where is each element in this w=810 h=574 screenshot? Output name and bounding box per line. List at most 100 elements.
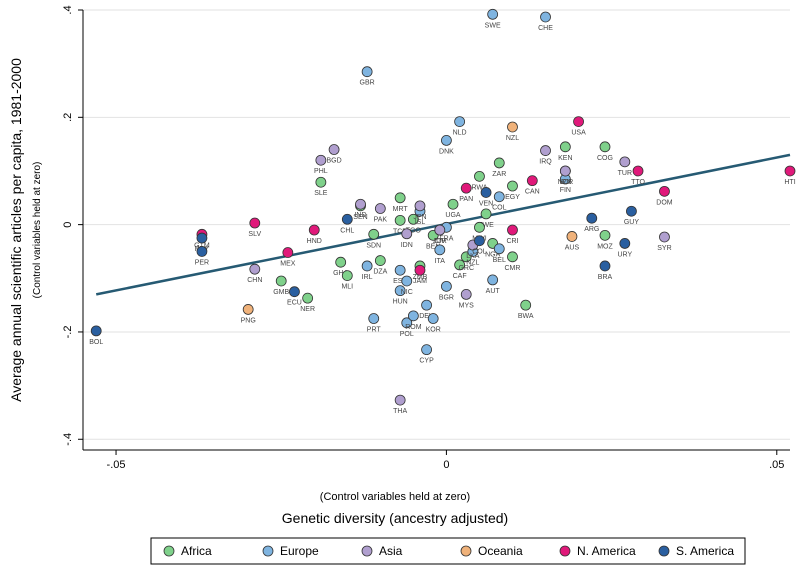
point-usa — [573, 116, 584, 128]
point-swe — [487, 8, 499, 20]
point-label-dom: DOM — [656, 199, 673, 206]
point-label-tcd: TCD — [393, 228, 407, 235]
point-gha — [335, 256, 347, 268]
point-label-hun: HUN — [393, 299, 408, 306]
point-label-gmb: GMB — [273, 289, 289, 296]
point-label-slv: SLV — [248, 231, 261, 238]
point-cyp — [421, 344, 432, 356]
point-label-cog: COG — [597, 155, 613, 162]
point-col — [493, 191, 505, 203]
point-label-bwa: BWA — [518, 313, 534, 320]
y-tick-label: -.2 — [62, 326, 74, 339]
point-label-idn: IDN — [401, 242, 413, 249]
point-label-pak: PAK — [374, 217, 388, 224]
point-label-lka: LKA — [466, 253, 480, 260]
y-axis-note: (Control variables held at zero) — [32, 162, 43, 299]
point-label-mrt: MRT — [393, 206, 409, 213]
point-hti — [784, 165, 796, 177]
point-label-ven: VEN — [479, 200, 493, 207]
point-label-sdn: SDN — [366, 242, 381, 249]
point-pry — [196, 232, 208, 244]
points-group: SLE SEN SDN MRT TCD GHA MLI DZA ZMB GMB NER BEN UGA Z… — [89, 8, 796, 415]
point-ury — [619, 238, 631, 249]
point-che — [540, 11, 551, 23]
legend-swatch-3 — [460, 545, 472, 557]
point-label-chn: CHN — [247, 277, 262, 284]
point-label-ind: IND — [354, 212, 366, 219]
point-prt — [368, 313, 380, 324]
point-label-per: PER — [195, 259, 209, 266]
point-label-bgr: BGR — [439, 294, 454, 301]
point-label-bgd: BGD — [326, 158, 341, 165]
point-label-tto: TTO — [631, 179, 645, 186]
point-caf — [454, 259, 466, 271]
point-label-phl: PHL — [314, 168, 328, 175]
point-label-mex: MEX — [280, 261, 296, 268]
point-label-cmr: CMR — [505, 265, 521, 272]
point-mex — [282, 247, 294, 258]
point-jor — [434, 224, 446, 236]
point-label-jam: JAM — [413, 278, 427, 285]
point-ner — [302, 292, 314, 304]
point-label-zwe: ZWE — [478, 222, 494, 229]
legend-label-3: Oceania — [478, 544, 523, 558]
point-label-isl: ISL — [415, 219, 426, 226]
y-tick-label: .4 — [62, 5, 74, 14]
point-rwa — [474, 170, 485, 182]
point-esp — [394, 264, 406, 276]
point-hnd — [308, 224, 320, 236]
point-label-tur: TUR — [618, 170, 632, 177]
point-nic — [401, 275, 413, 287]
legend-swatch-2 — [361, 545, 373, 557]
y-tick-label: .2 — [62, 113, 74, 122]
legend-swatch-5 — [658, 545, 670, 557]
point-label-deu: DEU — [419, 313, 434, 320]
point-idn — [401, 228, 413, 240]
point-can — [526, 175, 538, 187]
point-label-pan: PAN — [459, 196, 473, 203]
legend-label-4: N. America — [577, 544, 636, 558]
point-dnk — [441, 134, 452, 146]
point-label-nld: NLD — [453, 130, 467, 137]
point-bgr — [441, 280, 452, 292]
point-phl — [315, 154, 327, 166]
point-egy — [507, 180, 518, 192]
legend-label-1: Europe — [280, 544, 319, 558]
point-ita — [434, 244, 446, 256]
point-gbr — [361, 66, 373, 78]
point-pak — [374, 203, 386, 214]
point-label-moz: MOZ — [597, 243, 613, 250]
point-zar — [493, 157, 505, 169]
point-dza — [374, 255, 386, 266]
point-moz — [599, 229, 611, 241]
point-label-chl: CHL — [340, 227, 354, 234]
point-irn — [559, 165, 571, 177]
point-label-ben: BEN — [426, 243, 440, 250]
point-label-col2: COL — [472, 249, 487, 256]
point-label-bra: BRA — [598, 274, 613, 281]
point-label-mys: MYS — [459, 302, 475, 309]
point-label-aus: AUS — [565, 244, 580, 251]
point-label-zar: ZAR — [492, 171, 506, 178]
point-nld — [454, 116, 466, 128]
point-label-ken: KEN — [558, 155, 572, 162]
point-label-nga: NGA — [485, 251, 501, 258]
point-gmb — [275, 275, 287, 287]
point-tha — [394, 394, 406, 406]
point-sle — [315, 176, 327, 188]
point-mli — [341, 270, 353, 282]
legend-box — [150, 537, 746, 565]
point-label-kor: KOR — [426, 327, 441, 334]
titles-group: (Control variables held at zero) Genetic … — [8, 58, 508, 526]
point-rom — [407, 310, 419, 322]
point-label-uga: UGA — [445, 212, 461, 219]
point-label-tha: THA — [393, 408, 407, 415]
point-label-nzl2: NZL — [466, 259, 479, 266]
point-deu — [421, 299, 432, 311]
point-label-gha: GHA — [333, 270, 349, 277]
point-label-irq: IRQ — [539, 159, 552, 166]
point-dom — [659, 185, 670, 197]
point-label-sen: SEN — [353, 214, 367, 221]
point-label-guy: GUY — [624, 219, 640, 226]
